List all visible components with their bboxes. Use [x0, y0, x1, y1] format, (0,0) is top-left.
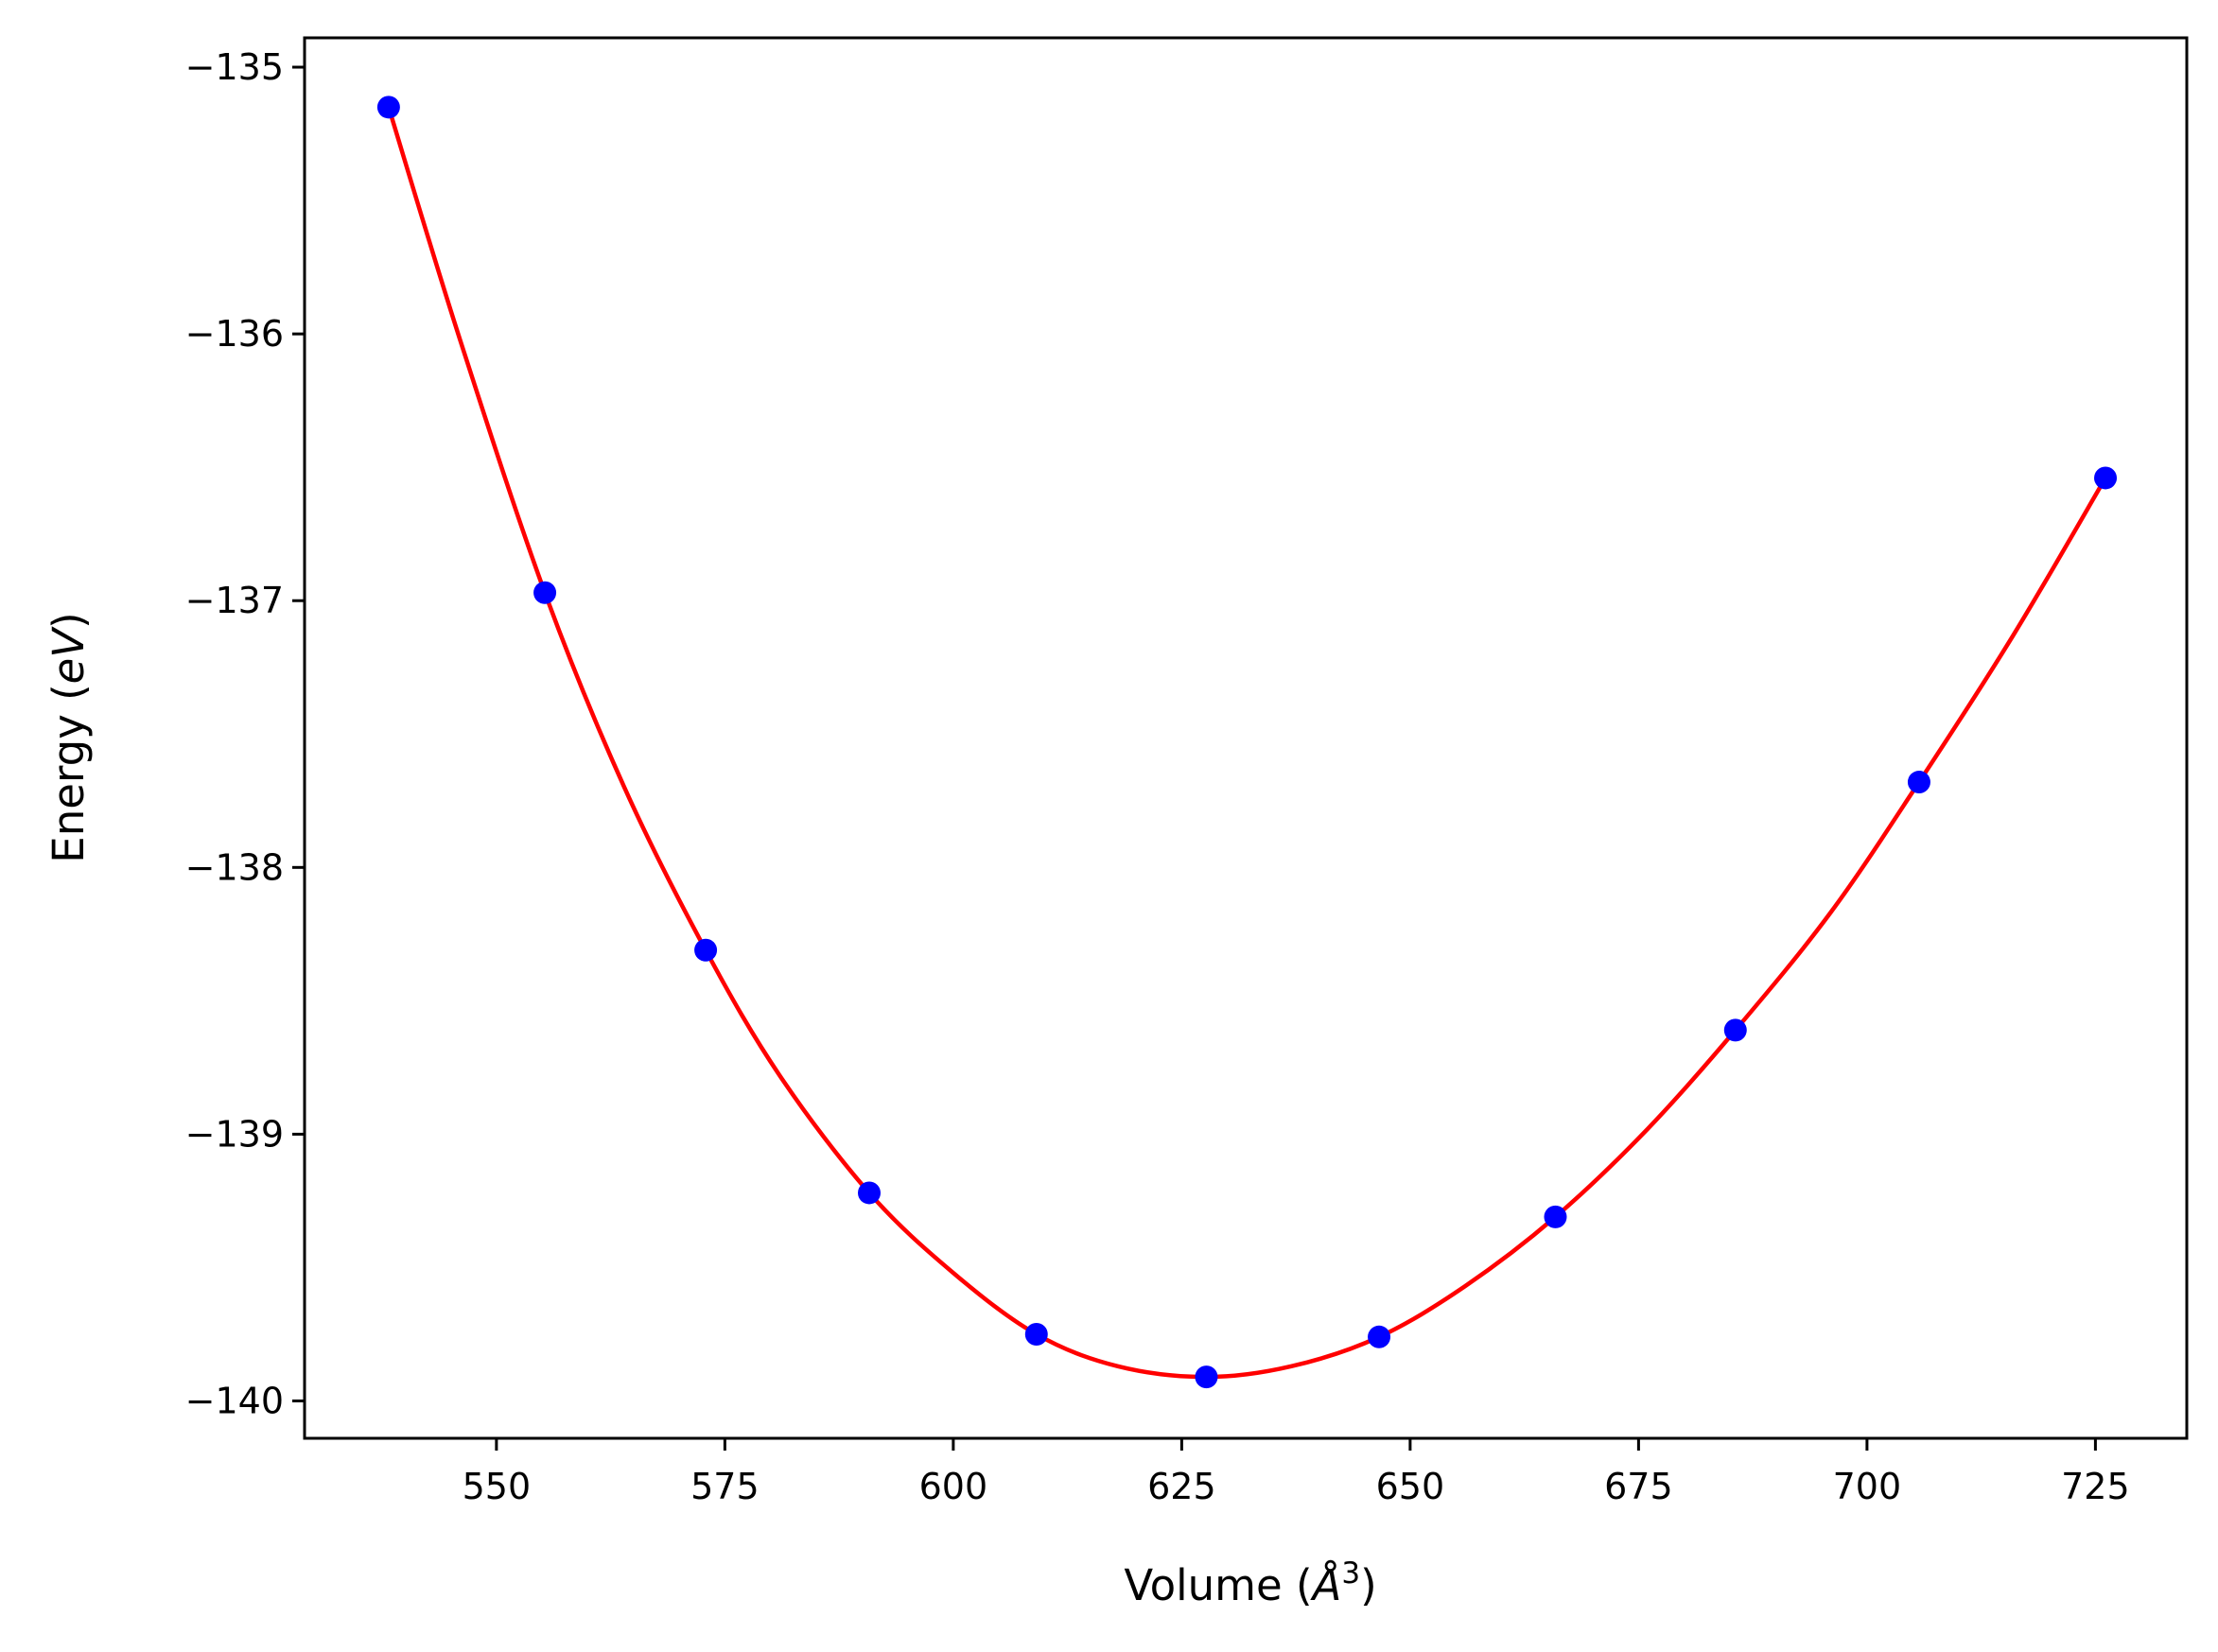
x-tick-label: 625 — [1147, 1466, 1216, 1507]
x-tick-label: 550 — [463, 1466, 532, 1507]
data-point — [858, 1181, 881, 1205]
data-point — [694, 938, 718, 962]
data-point — [1368, 1325, 1391, 1348]
x-tick-label: 725 — [2061, 1466, 2130, 1507]
data-point — [376, 96, 400, 119]
y-tick-label: −139 — [185, 1113, 284, 1155]
axis-ticks: 550 575 600 625 650 675 700 725 −135 −136 −137 −138… — [185, 46, 2130, 1507]
y-axis-label: Energy (eV) — [44, 612, 94, 862]
y-tick-label: −138 — [185, 846, 284, 888]
y-tick-label: −137 — [185, 580, 284, 621]
x-tick-label: 600 — [919, 1466, 988, 1507]
axes-frame — [303, 36, 2189, 1440]
x-tick-label: 650 — [1376, 1466, 1445, 1507]
y-tick-label: −140 — [185, 1381, 284, 1422]
y-tick-label: −135 — [185, 46, 284, 88]
data-point — [2094, 466, 2118, 490]
plot-area — [376, 96, 2118, 1389]
data-point — [1544, 1205, 1567, 1228]
data-point — [1024, 1322, 1048, 1346]
x-tick-label: 575 — [690, 1466, 760, 1507]
data-point — [1195, 1365, 1218, 1389]
y-tick-label: −136 — [185, 313, 284, 355]
x-tick-label: 700 — [1833, 1466, 1902, 1507]
data-point — [1907, 771, 1930, 794]
x-tick-label: 675 — [1604, 1466, 1673, 1507]
data-point — [533, 581, 557, 604]
fit-curve-line — [386, 106, 2107, 1380]
x-axis-label: Volume (Å3) — [1124, 1556, 1376, 1610]
data-point — [1723, 1018, 1747, 1042]
